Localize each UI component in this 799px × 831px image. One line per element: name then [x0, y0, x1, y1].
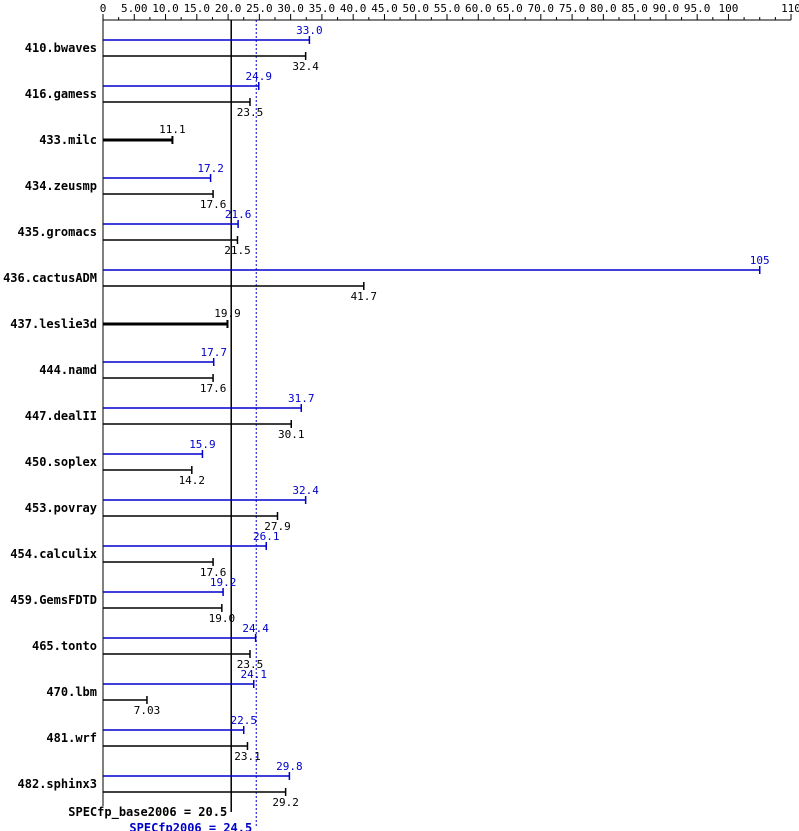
benchmark-label: 453.povray [25, 501, 97, 515]
benchmark-label: 481.wrf [46, 731, 97, 745]
axis-tick-label: 30.0 [277, 2, 304, 15]
value-label-base: 23.5 [237, 106, 264, 119]
benchmark-label: 435.gromacs [18, 225, 97, 239]
axis-tick-label: 55.0 [434, 2, 461, 15]
chart-svg: 0 5.00 10.0 15.0 20.0 25.0 30.0 35.0 40.0 45.0 50.… [0, 0, 799, 831]
value-label-peak: 24.9 [245, 70, 272, 83]
axis-tick-label: 85.0 [621, 2, 648, 15]
axis-tick-label: 45.0 [371, 2, 398, 15]
benchmark-label: 437.leslie3d [10, 317, 97, 331]
axis-tick-label: 75.0 [559, 2, 586, 15]
axis-tick-label: 5.00 [121, 2, 148, 15]
value-label-base: 17.6 [200, 382, 227, 395]
value-label-peak: 17.2 [197, 162, 224, 175]
value-label-peak: 32.4 [292, 484, 319, 497]
value-label-base: 32.4 [292, 60, 319, 73]
axis-tick-label: 80.0 [590, 2, 617, 15]
value-label-peak: 15.9 [189, 438, 216, 451]
value-label-peak: 33.0 [296, 24, 323, 37]
value-label-peak: 26.1 [253, 530, 280, 543]
base-mean-label: SPECfp_base2006 = 20.5 [68, 805, 227, 820]
value-label-peak: 29.8 [276, 760, 303, 773]
value-label-peak: 21.6 [225, 208, 252, 221]
value-label-base: 30.1 [278, 428, 305, 441]
axis-tick-label: 95.0 [684, 2, 711, 15]
value-label-peak: 24.1 [240, 668, 267, 681]
axis-tick-label: 15.0 [184, 2, 211, 15]
axis-tick-label: 40.0 [340, 2, 367, 15]
benchmark-label: 482.sphinx3 [18, 777, 97, 791]
benchmark-label: 454.calculix [10, 547, 97, 561]
benchmark-label: 433.milc [39, 133, 97, 147]
axis-tick-label: 65.0 [496, 2, 523, 15]
value-label-base: 11.1 [159, 123, 186, 136]
value-label-peak: 19.2 [210, 576, 237, 589]
benchmark-label: 465.tonto [32, 639, 97, 653]
axis-tick-label: 50.0 [402, 2, 429, 15]
value-label-base: 19.9 [214, 307, 241, 320]
benchmark-label: 459.GemsFDTD [10, 593, 97, 607]
axis-tick-label: 110 [781, 2, 799, 15]
value-label-base: 7.03 [134, 704, 161, 717]
axis-tick-label: 20.0 [215, 2, 242, 15]
axis-tick-label: 60.0 [465, 2, 492, 15]
peak-mean-label: SPECfp2006 = 24.5 [129, 821, 252, 831]
axis-tick-label: 25.0 [246, 2, 273, 15]
axis-tick-label: 70.0 [528, 2, 555, 15]
axis-tick-label: 100 [719, 2, 739, 15]
value-label-peak: 31.7 [288, 392, 315, 405]
benchmark-label: 470.lbm [46, 685, 97, 699]
value-label-base: 29.2 [272, 796, 299, 809]
value-label-base: 21.5 [224, 244, 251, 257]
benchmark-label: 444.namd [39, 363, 97, 377]
benchmark-label: 450.soplex [25, 455, 97, 469]
value-label-base: 17.6 [200, 198, 227, 211]
value-label-peak: 22.5 [230, 714, 257, 727]
value-label-base: 14.2 [179, 474, 206, 487]
benchmark-label: 436.cactusADM [3, 271, 97, 285]
benchmark-label: 447.dealII [25, 409, 97, 423]
axis-tick-label: 10.0 [152, 2, 179, 15]
value-label-base: 19.0 [209, 612, 236, 625]
axis-tick-label: 90.0 [653, 2, 680, 15]
value-label-peak: 17.7 [200, 346, 227, 359]
benchmark-label: 410.bwaves [25, 41, 97, 55]
axis-tick-label: 35.0 [309, 2, 336, 15]
axis-tick-label: 0 [100, 2, 107, 15]
benchmark-label: 434.zeusmp [25, 179, 97, 193]
value-label-base: 41.7 [351, 290, 378, 303]
value-label-peak: 105 [750, 254, 770, 267]
spec-chart: 0 5.00 10.0 15.0 20.0 25.0 30.0 35.0 40.0 45.0 50.… [0, 0, 799, 831]
benchmark-label: 416.gamess [25, 87, 97, 101]
value-label-base: 23.1 [234, 750, 261, 763]
value-label-peak: 24.4 [242, 622, 269, 635]
